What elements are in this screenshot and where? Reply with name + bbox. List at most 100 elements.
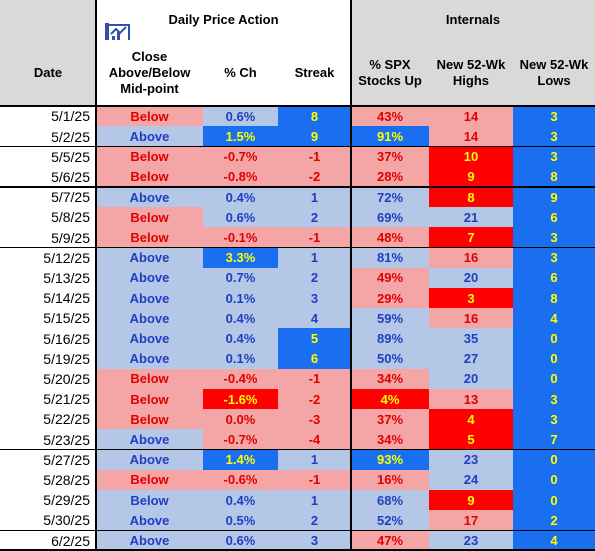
col-header-streak: Streak	[278, 40, 351, 105]
new-lows-cell: 0	[513, 328, 595, 349]
spx-up-cell: 37%	[351, 146, 429, 168]
date-cell: 5/6/25	[0, 166, 96, 188]
date-cell: 5/19/25	[0, 348, 96, 370]
date-cell: 5/30/25	[0, 510, 96, 531]
close-cell: Above	[96, 308, 203, 329]
new-highs-cell: 3	[429, 287, 513, 309]
new-highs-cell: 20	[429, 368, 513, 390]
new-highs-cell: 21	[429, 207, 513, 228]
date-cell: 5/5/25	[0, 146, 96, 168]
close-cell: Above	[96, 186, 203, 208]
streak-cell: -1	[278, 469, 351, 491]
spx-up-cell: 43%	[351, 106, 429, 127]
new-lows-cell: 7	[513, 429, 595, 450]
new-lows-cell: 8	[513, 166, 595, 188]
streak-cell: -2	[278, 166, 351, 188]
new-highs-cell: 10	[429, 146, 513, 168]
new-highs-cell: 7	[429, 227, 513, 248]
week-separator	[0, 448, 595, 451]
spx-up-cell: 81%	[351, 247, 429, 269]
spx-up-cell: 48%	[351, 227, 429, 248]
pct-change-cell: 1.4%	[203, 449, 278, 471]
new-highs-cell: 5	[429, 429, 513, 450]
streak-cell: 5	[278, 328, 351, 349]
pct-change-cell: 0.0%	[203, 409, 278, 430]
spx-up-cell: 50%	[351, 348, 429, 370]
new-lows-cell: 3	[513, 247, 595, 269]
pct-change-cell: 0.6%	[203, 530, 278, 551]
date-cell: 5/29/25	[0, 489, 96, 511]
spx-up-cell: 72%	[351, 186, 429, 208]
spx-up-cell: 59%	[351, 308, 429, 329]
new-lows-cell: 6	[513, 267, 595, 289]
streak-cell: 1	[278, 449, 351, 471]
new-lows-cell: 3	[513, 126, 595, 147]
close-cell: Above	[96, 429, 203, 450]
new-highs-cell: 9	[429, 166, 513, 188]
close-cell: Above	[96, 247, 203, 269]
pct-change-cell: 0.6%	[203, 106, 278, 127]
date-cell: 5/20/25	[0, 368, 96, 390]
table-bottom-border	[0, 549, 595, 551]
streak-cell: 1	[278, 186, 351, 208]
col-header-new-lows: New 52-Wk Lows	[513, 40, 595, 105]
new-lows-cell: 3	[513, 388, 595, 410]
date-cell: 5/22/25	[0, 409, 96, 430]
new-lows-cell: 0	[513, 449, 595, 471]
spx-up-cell: 68%	[351, 489, 429, 511]
new-highs-cell: 4	[429, 409, 513, 430]
new-lows-cell: 4	[513, 530, 595, 551]
pct-change-cell: 3.3%	[203, 247, 278, 269]
new-lows-cell: 0	[513, 348, 595, 370]
streak-cell: -1	[278, 368, 351, 390]
date-cell: 6/2/25	[0, 530, 96, 551]
streak-cell: -1	[278, 146, 351, 168]
new-lows-cell: 3	[513, 146, 595, 168]
streak-cell: 4	[278, 308, 351, 329]
group-header-daily: Daily Price Action	[96, 0, 351, 49]
streak-cell: 9	[278, 126, 351, 147]
pct-change-cell: -1.6%	[203, 388, 278, 410]
close-cell: Below	[96, 489, 203, 511]
streak-cell: 3	[278, 530, 351, 551]
spx-up-cell: 47%	[351, 530, 429, 551]
pct-change-cell: 0.4%	[203, 328, 278, 349]
pct-change-cell: -0.8%	[203, 166, 278, 188]
close-cell: Below	[96, 227, 203, 248]
spx-up-cell: 89%	[351, 328, 429, 349]
streak-cell: 2	[278, 207, 351, 228]
date-cell: 5/15/25	[0, 308, 96, 329]
close-cell: Below	[96, 469, 203, 491]
new-highs-cell: 9	[429, 489, 513, 511]
pct-change-cell: -0.4%	[203, 368, 278, 390]
date-cell: 5/16/25	[0, 328, 96, 349]
close-cell: Above	[96, 348, 203, 370]
pct-change-cell: 0.6%	[203, 207, 278, 228]
spx-up-cell: 16%	[351, 469, 429, 491]
pct-change-cell: 1.5%	[203, 126, 278, 147]
spx-up-cell: 37%	[351, 409, 429, 430]
new-highs-cell: 24	[429, 469, 513, 491]
close-cell: Below	[96, 207, 203, 228]
date-cell: 5/1/25	[0, 106, 96, 127]
new-highs-cell: 13	[429, 388, 513, 410]
new-highs-cell: 14	[429, 106, 513, 127]
col-header-spx-up: % SPX Stocks Up	[351, 40, 429, 105]
close-cell: Below	[96, 388, 203, 410]
date-cell: 5/8/25	[0, 207, 96, 228]
col-header-new-highs: New 52-Wk Highs	[429, 40, 513, 105]
pct-change-cell: 0.4%	[203, 186, 278, 208]
spx-up-cell: 34%	[351, 368, 429, 390]
pct-change-cell: 0.4%	[203, 489, 278, 511]
close-cell: Above	[96, 126, 203, 147]
group-header-daily-label: Daily Price Action	[168, 12, 279, 27]
new-lows-cell: 2	[513, 510, 595, 531]
week-separator	[0, 145, 595, 148]
spx-up-cell: 69%	[351, 207, 429, 228]
close-cell: Above	[96, 328, 203, 349]
pct-change-cell: 0.4%	[203, 308, 278, 329]
date-cell: 5/7/25	[0, 186, 96, 208]
close-cell: Below	[96, 409, 203, 430]
internals-left-border	[350, 0, 352, 551]
streak-cell: 2	[278, 267, 351, 289]
